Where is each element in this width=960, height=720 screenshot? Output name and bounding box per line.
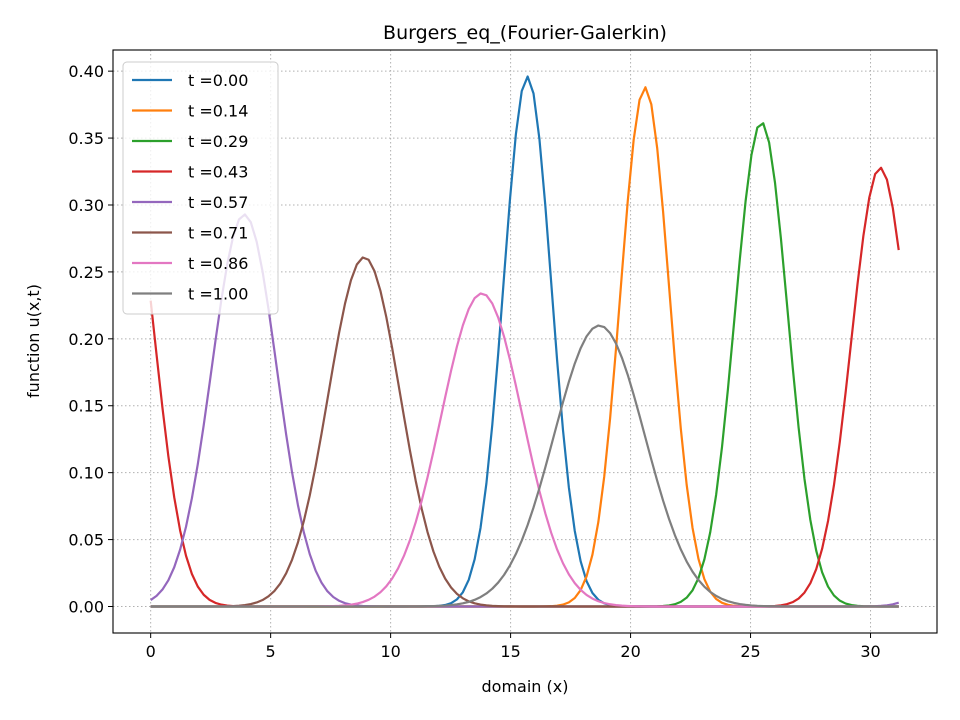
x-tick-label: 25 (740, 642, 760, 661)
y-tick-label: 0.10 (68, 464, 104, 483)
y-tick-label: 0.20 (68, 330, 104, 349)
grid-lines (113, 50, 937, 633)
x-tick-label: 10 (380, 642, 400, 661)
x-axis-ticks: 0 5 10 15 20 25 30 (146, 633, 881, 661)
legend-entry-label: t =0.00 (188, 71, 248, 90)
legend-box (122, 61, 279, 315)
series-lines (149, 75, 900, 608)
legend-entry-label: t =0.86 (188, 254, 248, 273)
y-tick-label: 0.05 (68, 531, 104, 550)
series-line-6 (150, 292, 899, 608)
legend-entry-label: t =0.29 (188, 132, 248, 151)
legend-entry-label: t =0.71 (188, 224, 248, 243)
x-tick-label: 5 (266, 642, 276, 661)
x-axis-label: domain (x) (482, 677, 569, 696)
legend-entry-label: t =0.43 (188, 163, 248, 182)
y-tick-label: 0.00 (68, 598, 104, 617)
y-tick-label: 0.15 (68, 397, 104, 416)
x-tick-label: 0 (146, 642, 156, 661)
plot-frame (112, 49, 938, 634)
legend-entry-label: t =1.00 (188, 285, 248, 304)
y-tick-label: 0.40 (68, 62, 104, 81)
legend-entry-label: t =0.57 (188, 193, 248, 212)
x-tick-label: 15 (500, 642, 520, 661)
x-tick-label: 20 (620, 642, 640, 661)
y-tick-label: 0.35 (68, 129, 104, 148)
chart-title: Burgers_eq_(Fourier-Galerkin) (383, 22, 667, 44)
y-tick-label: 0.25 (68, 263, 104, 282)
y-axis-label: function u(x,t) (24, 284, 43, 398)
series-line-7 (150, 324, 899, 608)
y-axis-ticks: 0.00 0.05 0.10 0.15 0.20 0.25 0.30 0.35 0.40 (68, 62, 113, 617)
legend-entry-label: t =0.14 (188, 102, 248, 121)
y-tick-label: 0.30 (68, 196, 104, 215)
legend: t =0.00 t =0.14 t =0.29 t =0.43 t =0.57 t =0.… (122, 61, 279, 315)
x-tick-label: 30 (860, 642, 880, 661)
